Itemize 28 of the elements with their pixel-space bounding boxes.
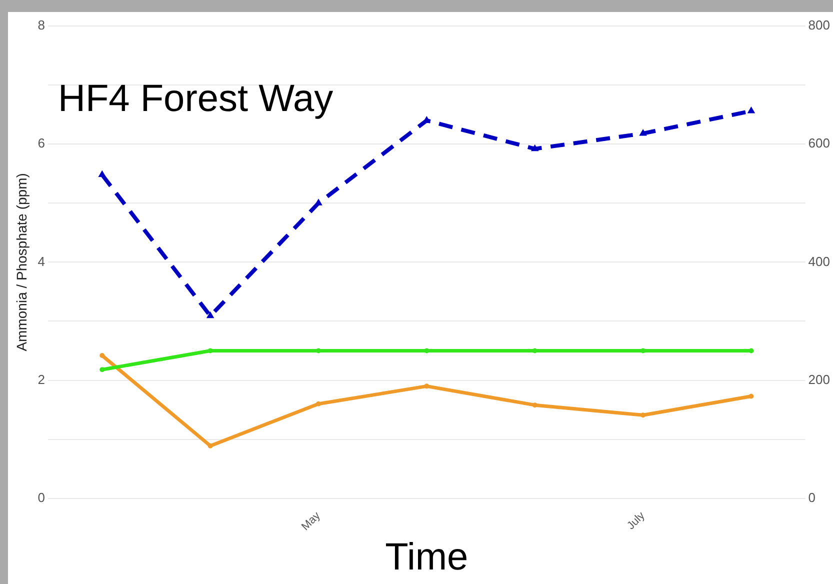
point <box>316 401 321 406</box>
x-tick-label: July <box>624 509 648 532</box>
point <box>100 367 105 372</box>
point <box>100 352 105 358</box>
point <box>424 384 430 389</box>
point <box>208 443 213 448</box>
y-tick-label: 6 <box>38 136 46 151</box>
x-axis-title: Time <box>385 536 468 579</box>
y2-tick-label: 800 <box>808 18 830 33</box>
y2-tick-label: 600 <box>808 136 830 151</box>
text: HF4 Forest Way <box>58 78 334 121</box>
point <box>206 311 214 318</box>
y-axis-title: Ammonia / Phosphate (ppm) <box>13 173 30 352</box>
y-tick-label: 2 <box>38 372 46 387</box>
y2-tick-label: 0 <box>808 490 816 505</box>
point <box>639 128 647 136</box>
y-tick-label: 4 <box>38 254 46 269</box>
point <box>98 170 106 178</box>
point <box>748 394 754 399</box>
point <box>314 198 322 206</box>
x-tick-label: May <box>300 509 324 533</box>
y-tick-label: 8 <box>38 18 46 33</box>
y-tick-label: 0 <box>38 490 46 505</box>
point <box>530 144 539 152</box>
point <box>747 106 756 114</box>
point <box>532 402 538 408</box>
y2-tick-label: 200 <box>808 372 830 387</box>
y2-tick-label: 400 <box>808 254 830 269</box>
